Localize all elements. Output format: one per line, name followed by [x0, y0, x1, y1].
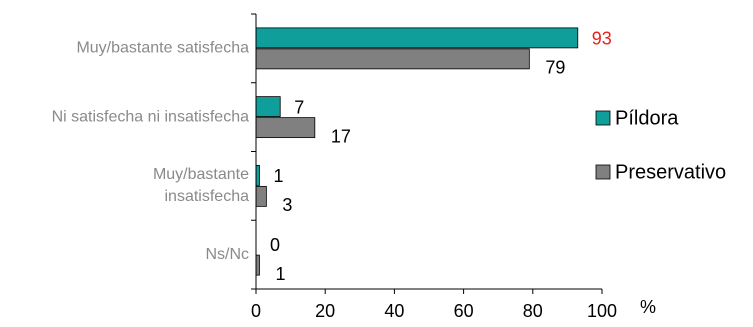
labels-layer: 93 79 Muy/bastante satisfecha 7 17 Ni satisfe… [52, 29, 612, 284]
legend-swatch-pildora [595, 110, 611, 126]
data-label-preservativo-3: 1 [275, 264, 285, 284]
x-tick-label-60: 60 [454, 301, 474, 321]
data-label-pildora-3: 0 [270, 235, 280, 255]
bar-preservativo-3 [255, 254, 260, 276]
x-axis-unit-label: % [640, 297, 656, 317]
bars-layer [255, 27, 579, 276]
data-label-preservativo-1: 17 [331, 126, 351, 146]
x-tick-label-20: 20 [315, 301, 335, 321]
x-tick-label-40: 40 [384, 301, 404, 321]
x-tick-label-100: 100 [587, 301, 617, 321]
bar-preservativo-1 [255, 117, 316, 139]
category-label-3: Ns/Nc [205, 246, 249, 263]
x-tick-label-0: 0 [251, 301, 261, 321]
legend-label-preservativo: Preservativo [615, 161, 726, 183]
legend-label-pildora: Píldora [615, 107, 679, 129]
legend-swatch-preservativo [595, 164, 611, 180]
data-label-pildora-1: 7 [294, 97, 304, 117]
category-label-2-line-1: insatisfecha [165, 188, 250, 205]
data-label-pildora-2: 1 [273, 166, 283, 186]
data-label-preservativo-2: 3 [282, 195, 292, 215]
category-label-1: Ni satisfecha ni insatisfecha [52, 108, 250, 125]
bar-pildora-2 [255, 164, 260, 186]
data-label-pildora-0: 93 [592, 29, 612, 49]
axis-layer: 0 20 40 60 80 100% [251, 13, 656, 321]
category-label-2-line-0: Muy/bastante [153, 166, 249, 183]
bar-preservativo-2 [255, 185, 267, 207]
data-label-preservativo-0: 79 [545, 58, 565, 78]
bar-pildora-0 [255, 27, 579, 49]
bar-pildora-1 [255, 96, 281, 118]
legend: Píldora Preservativo [595, 107, 726, 183]
x-tick-label-80: 80 [523, 301, 543, 321]
category-label-0: Muy/bastante satisfecha [76, 40, 249, 57]
bar-preservativo-0 [255, 48, 530, 70]
